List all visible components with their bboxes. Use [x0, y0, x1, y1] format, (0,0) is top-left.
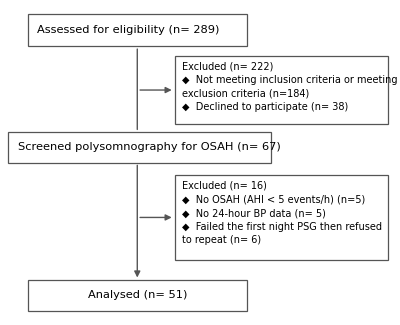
Text: Excluded (n= 222)
◆  Not meeting inclusion criteria or meeting
exclusion criteri: Excluded (n= 222) ◆ Not meeting inclusio…	[182, 61, 397, 112]
FancyBboxPatch shape	[174, 56, 388, 124]
FancyBboxPatch shape	[28, 280, 247, 311]
FancyBboxPatch shape	[28, 14, 247, 46]
FancyBboxPatch shape	[174, 175, 388, 260]
Text: Screened polysomnography for OSAH (n= 67): Screened polysomnography for OSAH (n= 67…	[18, 142, 280, 152]
Text: Assessed for eligibility (n= 289): Assessed for eligibility (n= 289)	[37, 25, 220, 35]
Text: Excluded (n= 16)
◆  No OSAH (AHI < 5 events/h) (n=5)
◆  No 24-hour BP data (n= 5: Excluded (n= 16) ◆ No OSAH (AHI < 5 even…	[182, 181, 382, 245]
FancyBboxPatch shape	[8, 132, 270, 162]
Text: Analysed (n= 51): Analysed (n= 51)	[88, 291, 187, 301]
